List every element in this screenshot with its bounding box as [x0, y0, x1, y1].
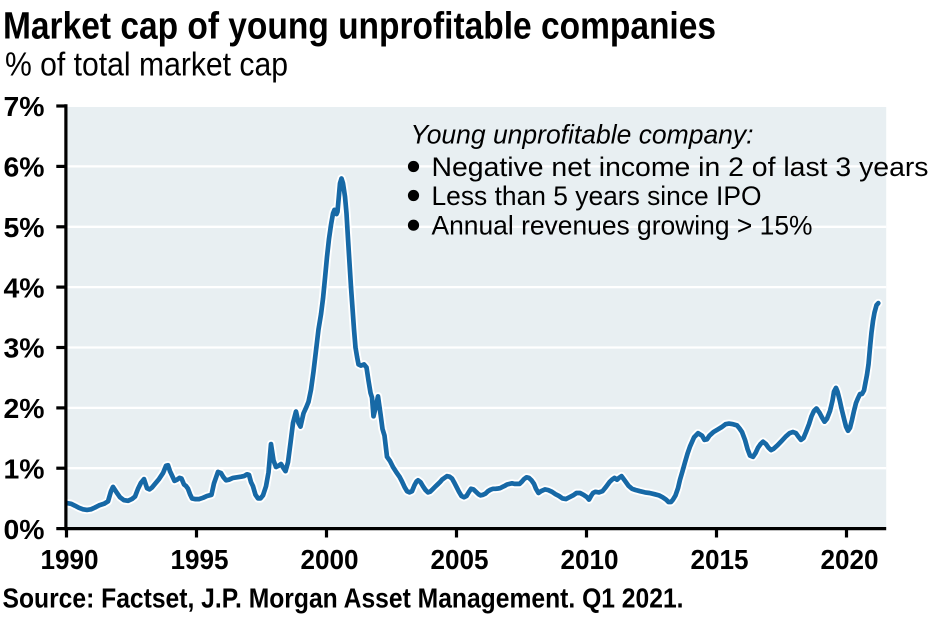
svg-text:2005: 2005 — [431, 544, 489, 575]
svg-text:5%: 5% — [4, 212, 45, 243]
svg-text:Negative net income in 2 of la: Negative net income in 2 of last 3 years — [432, 152, 929, 182]
svg-text:2015: 2015 — [691, 544, 749, 575]
svg-text:7%: 7% — [4, 91, 45, 122]
svg-text:1990: 1990 — [41, 544, 99, 575]
svg-text:0%: 0% — [4, 514, 45, 545]
svg-text:Annual revenues growing > 15%: Annual revenues growing > 15% — [432, 211, 813, 241]
svg-text:Source: Factset, J.P. Morgan A: Source: Factset, J.P. Morgan Asset Manag… — [3, 583, 684, 614]
svg-text:Market cap of young unprofitab: Market cap of young unprofitable compani… — [3, 6, 716, 48]
svg-text:2010: 2010 — [561, 544, 619, 575]
svg-text:2%: 2% — [4, 393, 45, 424]
svg-text:% of total market cap: % of total market cap — [5, 45, 288, 82]
svg-text:Young unprofitable company:: Young unprofitable company: — [411, 120, 754, 150]
svg-text:Less than 5 years since IPO: Less than 5 years since IPO — [432, 181, 762, 211]
svg-text:4%: 4% — [4, 272, 45, 303]
svg-text:2000: 2000 — [301, 544, 359, 575]
svg-text:1%: 1% — [4, 453, 45, 484]
svg-text:6%: 6% — [4, 152, 45, 183]
svg-text:3%: 3% — [4, 333, 45, 364]
svg-text:1995: 1995 — [171, 544, 229, 575]
svg-text:2020: 2020 — [821, 544, 879, 575]
